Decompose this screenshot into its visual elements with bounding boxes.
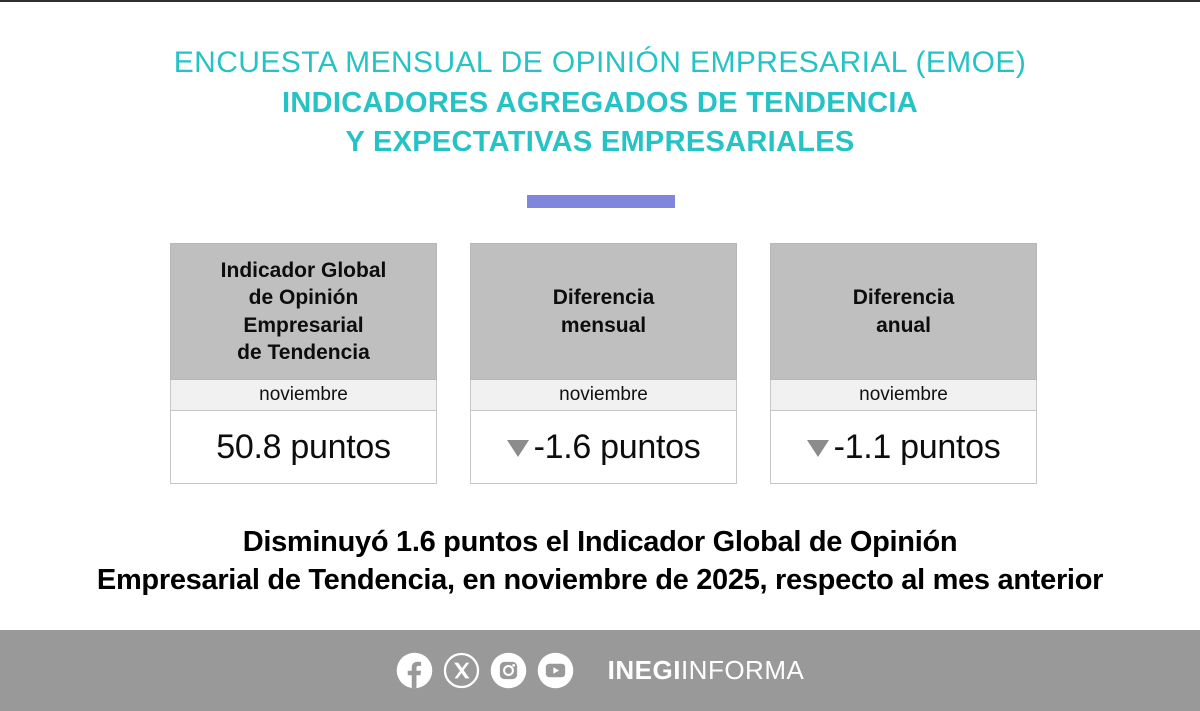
card-header: Diferencia anual bbox=[770, 243, 1037, 380]
brand-bold: INEGI bbox=[607, 655, 681, 685]
card-value: -1.1 puntos bbox=[770, 411, 1037, 484]
footer-bar: INEGIINFORMA bbox=[0, 630, 1200, 711]
card-month-label: noviembre bbox=[470, 380, 737, 411]
summary-statement: Disminuyó 1.6 puntos el Indicador Global… bbox=[0, 523, 1200, 599]
card-month-label: noviembre bbox=[170, 380, 437, 411]
card-header: Indicador Global de Opinión Empresarial … bbox=[170, 243, 437, 380]
brand-light: INFORMA bbox=[680, 655, 805, 685]
summary-line-2: Empresarial de Tendencia, en noviembre d… bbox=[96, 564, 1104, 596]
title-block: ENCUESTA MENSUAL DE OPINIÓN EMPRESARIAL … bbox=[0, 46, 1200, 159]
card-value-text: -1.1 puntos bbox=[833, 427, 1001, 466]
survey-title: ENCUESTA MENSUAL DE OPINIÓN EMPRESARIAL … bbox=[173, 46, 1027, 79]
indicator-card-monthly-difference: Diferencia mensual noviembre -1.6 puntos bbox=[470, 243, 737, 484]
indicator-card-global: Indicador Global de Opinión Empresarial … bbox=[170, 243, 437, 484]
subtitle-line-2: Y EXPECTATIVAS EMPRESARIALES bbox=[345, 126, 855, 158]
decrease-triangle-icon bbox=[506, 440, 529, 457]
card-value: 50.8 puntos bbox=[170, 411, 437, 484]
x-icon[interactable] bbox=[443, 652, 480, 689]
subtitle-line-1: INDICADORES AGREGADOS DE TENDENCIA bbox=[282, 87, 918, 119]
instagram-icon[interactable] bbox=[490, 652, 527, 689]
indicator-cards-row: Indicador Global de Opinión Empresarial … bbox=[170, 243, 1037, 484]
card-month-label: noviembre bbox=[770, 380, 1037, 411]
inegi-informa-brand: INEGIINFORMA bbox=[608, 655, 805, 686]
card-value: -1.6 puntos bbox=[470, 411, 737, 484]
indicator-card-annual-difference: Diferencia anual noviembre -1.1 puntos bbox=[770, 243, 1037, 484]
card-header: Diferencia mensual bbox=[470, 243, 737, 380]
decrease-triangle-icon bbox=[806, 440, 829, 457]
card-value-text: -1.6 puntos bbox=[533, 427, 701, 466]
accent-divider bbox=[527, 195, 675, 208]
youtube-icon[interactable] bbox=[537, 652, 574, 689]
card-value-text: 50.8 puntos bbox=[216, 427, 391, 466]
facebook-icon[interactable] bbox=[396, 652, 433, 689]
summary-line-1: Disminuyó 1.6 puntos el Indicador Global… bbox=[242, 526, 958, 558]
